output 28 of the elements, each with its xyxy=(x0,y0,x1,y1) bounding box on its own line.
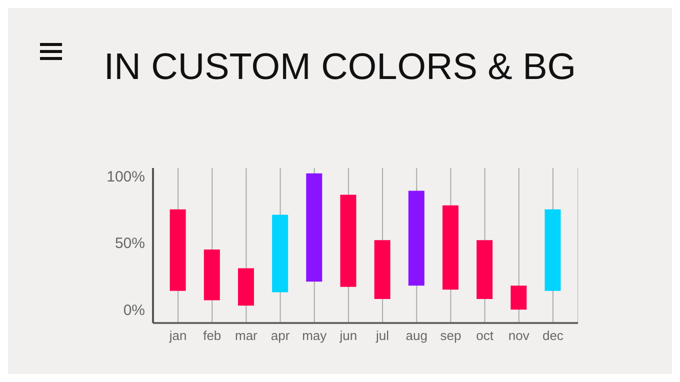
y-tick-label: 50% xyxy=(114,235,145,252)
chart-title: IN CUSTOM COLORS & BG xyxy=(102,46,578,88)
bar xyxy=(374,240,390,299)
x-tick-label: jan xyxy=(168,328,187,344)
x-tick-label: nov xyxy=(508,328,530,344)
x-tick-label: dec xyxy=(542,328,564,344)
x-tick-label: may xyxy=(302,328,328,344)
x-tick-label: aug xyxy=(406,328,428,344)
x-tick-label: mar xyxy=(235,328,258,344)
bar xyxy=(272,214,288,292)
bar xyxy=(306,173,322,282)
bar xyxy=(408,190,424,286)
x-tick-label: feb xyxy=(203,328,222,344)
bar xyxy=(510,286,527,310)
bar xyxy=(442,205,458,290)
bar xyxy=(204,250,220,300)
bar xyxy=(238,268,254,306)
bar xyxy=(476,240,493,299)
x-tick-label: oct xyxy=(476,328,494,344)
x-tick-label: apr xyxy=(270,328,290,344)
bar xyxy=(340,194,356,287)
bar xyxy=(544,209,561,291)
y-tick-label: 100% xyxy=(106,168,145,186)
bar xyxy=(170,209,186,291)
y-tick-label: 0% xyxy=(123,302,145,319)
x-tick-label: sep xyxy=(440,328,462,344)
x-tick-label: jun xyxy=(338,328,358,344)
x-tick-label: jul xyxy=(375,328,390,344)
